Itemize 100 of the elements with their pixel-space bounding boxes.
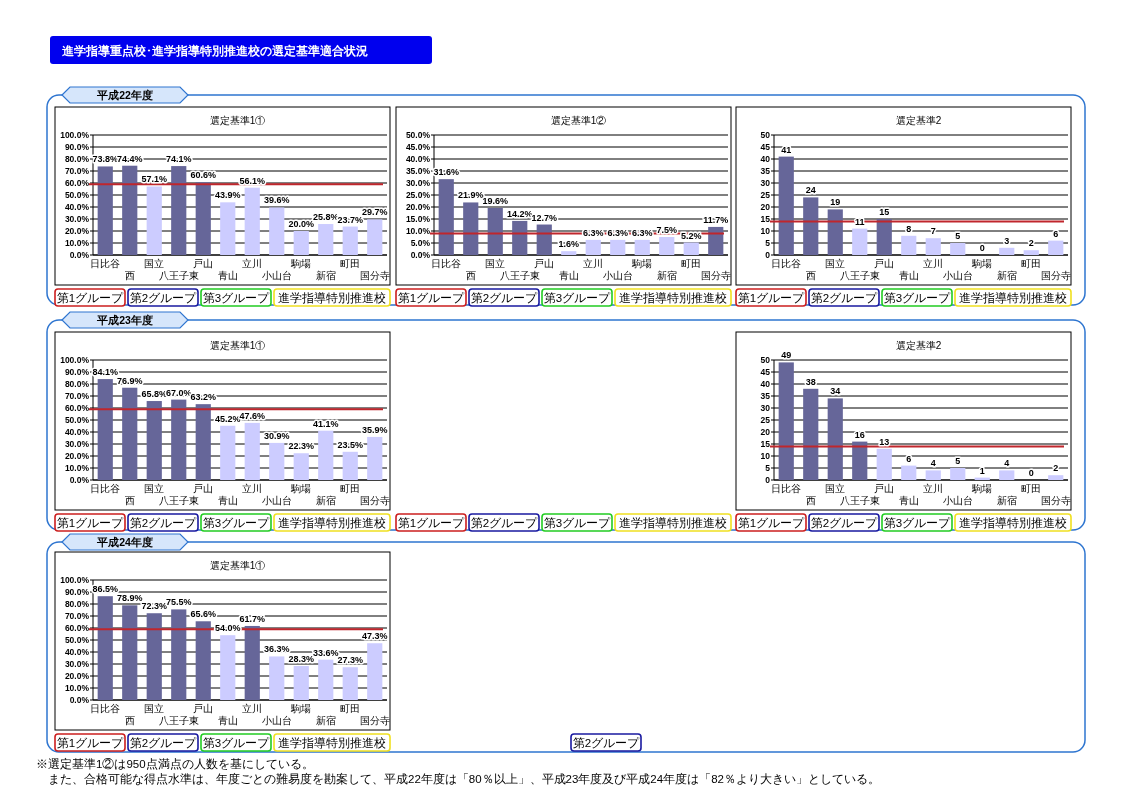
data-label: 11: [854, 216, 865, 227]
data-label: 16: [854, 429, 865, 440]
data-label: 45.2%: [214, 413, 241, 424]
data-label: 30.9%: [263, 430, 290, 441]
data-label: 49: [781, 350, 792, 361]
bar: [171, 609, 187, 700]
data-label: 5: [955, 456, 961, 466]
y-tick-label: 100.0%: [60, 575, 90, 585]
y-tick-label: 40: [760, 154, 771, 164]
text: 進学指導特別推進校: [278, 736, 386, 749]
x-tick-label: 日比谷: [90, 483, 121, 494]
x-tick-label: 駒場: [290, 258, 312, 269]
bar: [827, 209, 843, 255]
y-tick-label: 50: [760, 130, 771, 140]
x-tick-label: 国立: [144, 258, 165, 269]
x-tick-label: 町田: [1021, 258, 1042, 269]
y-tick-label: 50: [760, 355, 771, 365]
text: 第2グループ: [129, 516, 198, 529]
data-label: 47.3%: [361, 631, 388, 642]
y-tick-label: 0: [765, 475, 771, 485]
bar: [318, 659, 334, 700]
data-label: 2: [1053, 463, 1059, 474]
data-label: 4: [1004, 458, 1010, 469]
y-tick-label: 15: [760, 439, 771, 449]
x-tick-label: 戸山: [534, 258, 555, 269]
data-label: 74.4%: [116, 153, 143, 164]
bar: [171, 166, 187, 255]
y-tick-label: 25: [760, 415, 771, 425]
data-label: 73.8%: [92, 154, 119, 165]
y-tick-label: 10.0%: [405, 226, 431, 236]
bar: [171, 399, 187, 480]
x-tick-label: 国立: [144, 703, 165, 714]
data-label: 63.2%: [190, 392, 217, 403]
y-tick-label: 45: [760, 367, 771, 377]
y-tick-label: 0: [765, 250, 771, 260]
text: 第2グループ: [810, 516, 879, 529]
data-label: 6: [1053, 228, 1059, 239]
x-tick-label: 小山台: [942, 495, 973, 506]
y-tick-label: 30.0%: [405, 178, 431, 188]
y-tick-label: 10: [760, 451, 771, 461]
bar: [1048, 475, 1064, 480]
y-tick-label: 80.0%: [64, 379, 90, 389]
bar: [195, 404, 211, 480]
bar: [122, 165, 138, 255]
x-tick-label: 八王子東: [158, 495, 199, 506]
text: 第3グループ: [883, 516, 952, 529]
y-tick-label: 20.0%: [64, 451, 90, 461]
y-tick-label: 30: [760, 178, 771, 188]
bar: [876, 219, 892, 255]
y-tick-label: 90.0%: [64, 142, 90, 152]
y-tick-label: 5: [765, 238, 771, 248]
bar: [146, 186, 162, 255]
bar: [827, 398, 843, 480]
bar: [901, 235, 917, 255]
x-tick-label: 青山: [898, 495, 919, 506]
bar: [318, 430, 334, 480]
y-tick-label: 60.0%: [64, 623, 90, 633]
bar: [122, 387, 138, 480]
data-label: 27.3%: [337, 655, 364, 666]
x-tick-label: 国立: [485, 258, 506, 269]
y-tick-label: 25: [760, 190, 771, 200]
bar: [925, 238, 941, 255]
data-label: 86.5%: [92, 584, 119, 595]
y-tick-label: 10: [760, 226, 771, 236]
bar: [318, 224, 334, 255]
text: 第2グループ: [470, 516, 539, 529]
x-tick-label: 新宿: [315, 715, 336, 726]
text: 第3グループ: [202, 516, 271, 529]
bar: [536, 224, 552, 255]
data-label: 24: [805, 185, 816, 196]
bar: [901, 465, 917, 480]
x-tick-label: 町田: [681, 258, 702, 269]
text: 進学指導特別推進校: [619, 291, 727, 304]
data-label: 5: [955, 231, 961, 241]
bar: [1048, 240, 1064, 255]
text: また、合格可能な得点水準は、年度ごとの難易度を勘案して、平成22年度は「80％以上」、平成23年度及び平成24年度は「82％より大きい」としている。: [36, 772, 880, 786]
data-label: 78.9%: [116, 593, 143, 604]
data-label: 23.5%: [337, 439, 364, 450]
x-tick-label: 町田: [340, 483, 361, 494]
text: 進学指導特別推進校: [278, 516, 386, 529]
y-tick-label: 70.0%: [64, 391, 90, 401]
y-tick-label: 45: [760, 142, 771, 152]
data-label: 39.6%: [263, 195, 290, 206]
chart-title: 選定基準2: [895, 115, 942, 126]
x-tick-label: 戸山: [193, 258, 214, 269]
y-tick-label: 40.0%: [405, 154, 431, 164]
text: 第3グループ: [883, 291, 952, 304]
bar: [463, 202, 479, 255]
bar: [269, 656, 285, 700]
bar: [244, 625, 260, 700]
text: 第2グループ: [810, 291, 879, 304]
y-tick-label: 0.0%: [410, 250, 431, 260]
bar: [293, 666, 309, 700]
x-tick-label: 日比谷: [431, 258, 462, 269]
chart-title: 選定基準2: [895, 340, 942, 351]
y-tick-label: 60.0%: [64, 403, 90, 413]
data-label: 41.1%: [312, 418, 339, 429]
chart-title: 選定基準1①: [209, 115, 266, 126]
bar: [97, 379, 113, 480]
y-tick-label: 90.0%: [64, 587, 90, 597]
